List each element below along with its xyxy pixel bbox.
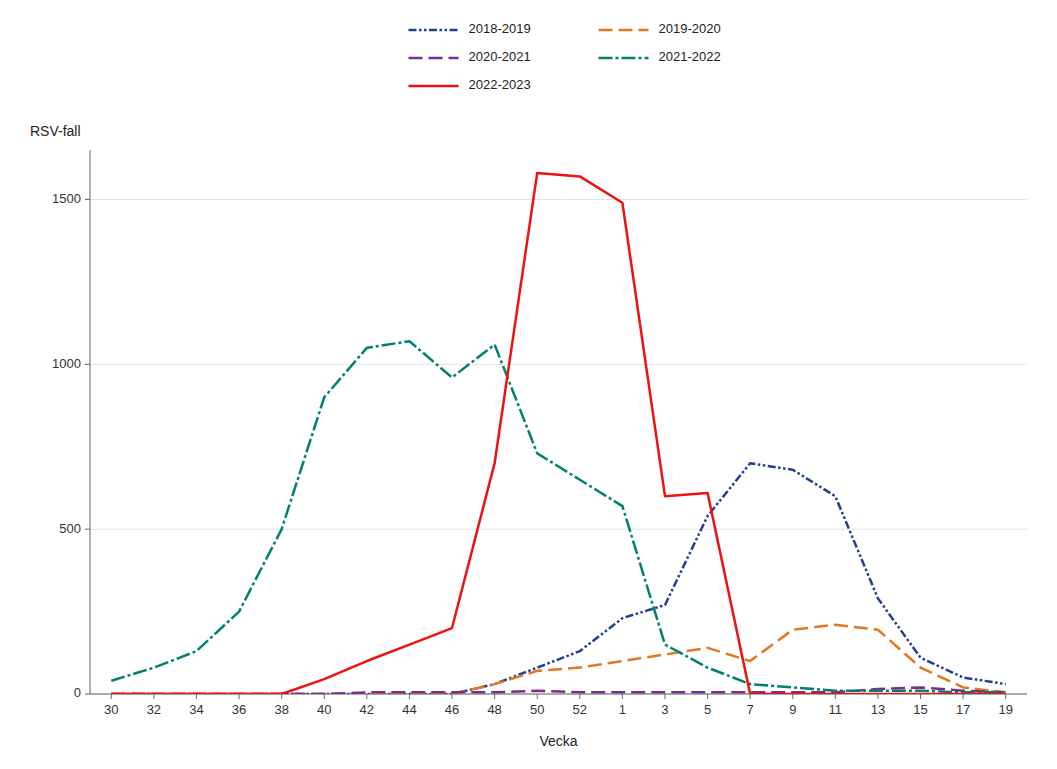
x-tick — [239, 694, 240, 699]
x-tick — [494, 694, 495, 699]
chart: 0500100015003032343638404244464850521357… — [0, 0, 1057, 769]
legend-swatch — [599, 29, 649, 32]
x-tick-label: 30 — [104, 702, 118, 717]
x-tick — [920, 694, 921, 699]
x-tick-label: 5 — [704, 702, 711, 717]
x-tick-label: 13 — [871, 702, 885, 717]
y-tick-label: 1500 — [52, 191, 81, 206]
x-tick-label: 46 — [445, 702, 459, 717]
x-tick-label: 1 — [619, 702, 626, 717]
x-tick-label: 44 — [402, 702, 416, 717]
legend-swatch — [599, 57, 649, 60]
y-axis-label: RSV-fall — [30, 123, 81, 139]
legend-label: 2022-2023 — [469, 77, 531, 92]
y-tick — [85, 529, 90, 530]
x-tick — [579, 694, 580, 699]
series-line — [111, 341, 1005, 692]
legend-label: 2018-2019 — [469, 21, 531, 36]
x-tick — [409, 694, 410, 699]
x-tick-label: 3 — [661, 702, 668, 717]
x-tick-label: 19 — [998, 702, 1012, 717]
x-axis-label: Vecka — [539, 733, 577, 749]
x-tick — [792, 694, 793, 699]
x-tick — [196, 694, 197, 699]
x-tick — [622, 694, 623, 699]
x-tick-label: 17 — [956, 702, 970, 717]
series-line — [111, 173, 1005, 694]
legend-swatch — [409, 85, 459, 88]
y-tick-label: 0 — [74, 685, 81, 700]
y-tick — [85, 694, 90, 695]
x-tick — [963, 694, 964, 699]
x-tick — [877, 694, 878, 699]
x-tick-label: 50 — [530, 702, 544, 717]
axes: 0500100015003032343638404244464850521357… — [52, 150, 1027, 717]
x-tick-label: 52 — [573, 702, 587, 717]
legend-label: 2019-2020 — [659, 21, 721, 36]
x-tick — [835, 694, 836, 699]
x-tick-label: 48 — [487, 702, 501, 717]
legend: 2018-2019 2019-2020 2020-2021 2021-2022 2022… — [409, 21, 721, 92]
x-tick-label: 15 — [913, 702, 927, 717]
x-tick — [537, 694, 538, 699]
y-tick-label: 500 — [59, 521, 81, 536]
x-tick — [452, 694, 453, 699]
x-tick-label: 32 — [147, 702, 161, 717]
y-tick-label: 1000 — [52, 356, 81, 371]
x-tick — [324, 694, 325, 699]
x-tick — [281, 694, 282, 699]
grid-line — [90, 199, 1027, 200]
series-line — [111, 625, 1005, 694]
y-axis-line — [90, 150, 91, 694]
x-tick — [153, 694, 154, 699]
x-tick — [1005, 694, 1006, 699]
x-tick-label: 7 — [747, 702, 754, 717]
y-tick — [85, 364, 90, 365]
x-tick-label: 36 — [232, 702, 246, 717]
x-tick-label: 42 — [360, 702, 374, 717]
x-tick — [366, 694, 367, 699]
x-tick-label: 11 — [829, 702, 843, 717]
legend-swatch — [409, 57, 459, 60]
series-line — [111, 463, 1005, 694]
grid-line — [90, 529, 1027, 530]
grid-line — [90, 364, 1027, 365]
plot-area — [111, 173, 1005, 694]
x-tick-label: 34 — [189, 702, 203, 717]
legend-label: 2020-2021 — [469, 49, 531, 64]
x-tick — [664, 694, 665, 699]
legend-swatch — [409, 29, 459, 32]
x-tick — [707, 694, 708, 699]
y-tick — [85, 199, 90, 200]
x-tick — [750, 694, 751, 699]
x-tick-label: 9 — [789, 702, 796, 717]
x-tick-label: 40 — [317, 702, 331, 717]
legend-label: 2021-2022 — [659, 49, 721, 64]
x-tick-label: 38 — [274, 702, 288, 717]
x-tick — [111, 694, 112, 699]
